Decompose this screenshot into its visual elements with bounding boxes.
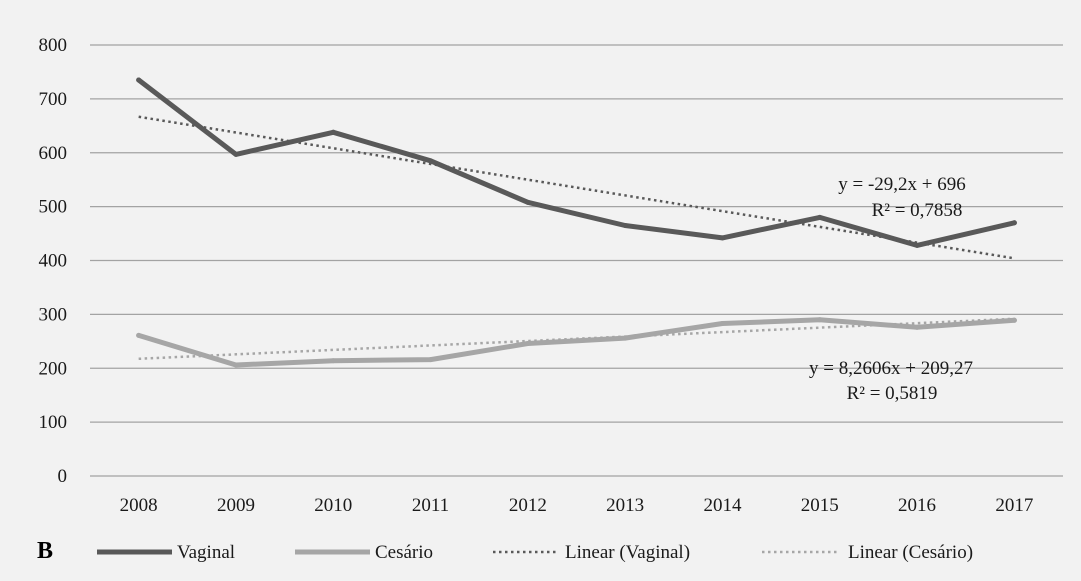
data-point-vaginal [428, 158, 434, 164]
legend-label-linear-vaginal: Linear (Vaginal) [565, 542, 690, 563]
data-point-ces-rio [428, 357, 434, 363]
y-tick-label: 800 [39, 35, 68, 56]
data-point-ces-rio [1011, 317, 1017, 323]
trendline-linear-ces-rio [138, 317, 1015, 361]
data-point-ces-rio [136, 332, 142, 338]
y-tick-label: 100 [39, 412, 68, 433]
data-point-ces-rio [525, 340, 531, 346]
x-tick-label: 2010 [314, 495, 352, 516]
data-point-ces-rio [914, 324, 920, 330]
panel-label: B [37, 538, 53, 564]
x-tick-label: 2014 [703, 495, 742, 516]
vaginal-r2-annotation: R² = 0,7858 [872, 200, 963, 221]
data-point-vaginal [622, 222, 628, 228]
data-point-vaginal [233, 151, 239, 157]
trendline-linear-vaginal [138, 115, 1015, 260]
x-tick-label: 2017 [995, 495, 1033, 516]
series-line-ces-rio [136, 317, 1017, 368]
x-tick-label: 2012 [509, 495, 547, 516]
y-tick-label: 200 [39, 358, 68, 379]
data-point-vaginal [914, 242, 920, 248]
y-tick-label: 300 [39, 304, 68, 325]
data-point-vaginal [719, 235, 725, 241]
data-point-vaginal [330, 129, 336, 135]
series-line-vaginal [136, 77, 1017, 248]
x-tick-label: 2015 [801, 495, 839, 516]
data-point-ces-rio [330, 358, 336, 364]
data-point-ces-rio [233, 362, 239, 368]
legend-label-linear-ces-rio: Linear (Cesário) [848, 542, 973, 563]
data-point-vaginal [136, 77, 142, 83]
x-tick-label: 2016 [898, 495, 936, 516]
data-point-vaginal [525, 199, 531, 205]
legend-label-vaginal: Vaginal [177, 542, 235, 563]
data-point-ces-rio [817, 317, 823, 323]
legend-label-ces-rio: Cesário [375, 542, 433, 563]
data-point-vaginal [817, 214, 823, 220]
cesario-r2-annotation: R² = 0,5819 [847, 383, 938, 404]
x-tick-label: 2013 [606, 495, 644, 516]
data-point-vaginal [1011, 220, 1017, 226]
vaginal-equation-annotation: y = -29,2x + 696 [838, 174, 966, 195]
y-tick-label: 700 [39, 89, 68, 110]
y-tick-label: 600 [39, 143, 68, 164]
y-tick-label: 500 [39, 197, 68, 218]
x-tick-label: 2009 [217, 495, 255, 516]
cesario-equation-annotation: y = 8,2606x + 209,27 [809, 358, 973, 379]
x-tick-label: 2008 [120, 495, 158, 516]
y-tick-label: 400 [39, 251, 68, 272]
x-tick-label: 2011 [412, 495, 449, 516]
y-tick-label: 0 [58, 466, 68, 487]
data-point-ces-rio [719, 321, 725, 327]
